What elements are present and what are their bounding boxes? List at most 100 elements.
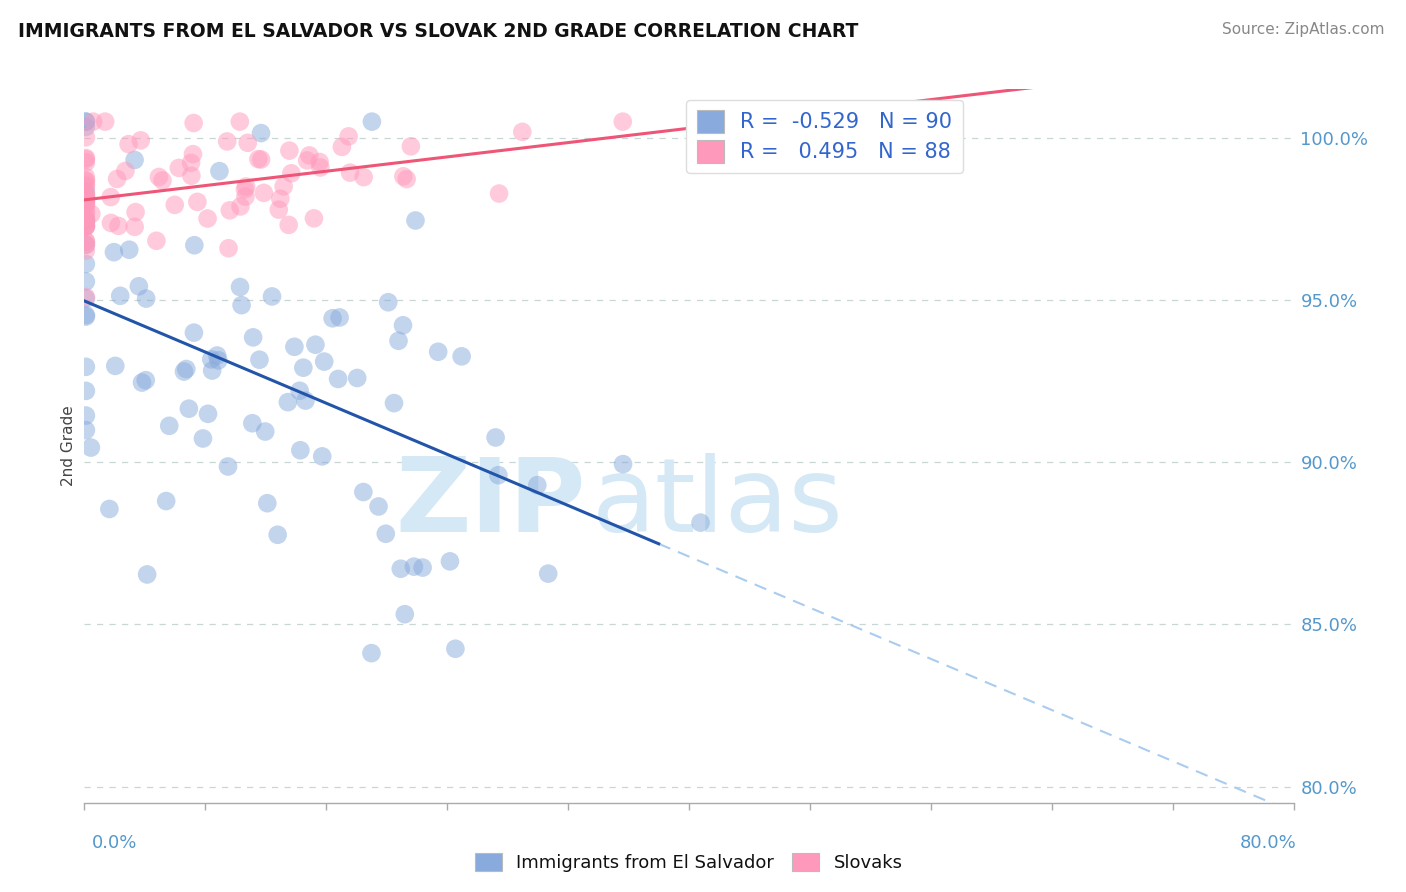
Point bbox=[75, 192, 97, 206]
Point bbox=[75, 235, 97, 249]
Point bbox=[75, 275, 97, 289]
Point bbox=[298, 148, 321, 162]
Point bbox=[267, 202, 290, 217]
Point bbox=[377, 295, 399, 310]
Point bbox=[75, 153, 97, 167]
Point bbox=[197, 407, 219, 421]
Point bbox=[75, 169, 97, 184]
Point bbox=[322, 311, 344, 326]
Point bbox=[75, 130, 97, 145]
Point bbox=[75, 204, 97, 219]
Point bbox=[235, 179, 257, 194]
Point bbox=[135, 373, 157, 387]
Point bbox=[412, 560, 434, 574]
Point bbox=[75, 197, 97, 211]
Point bbox=[229, 199, 252, 213]
Point bbox=[392, 169, 415, 184]
Point bbox=[75, 359, 97, 374]
Point bbox=[208, 164, 231, 178]
Point bbox=[254, 425, 277, 439]
Point bbox=[394, 607, 416, 622]
Point bbox=[444, 641, 467, 656]
Point bbox=[75, 218, 97, 232]
Text: IMMIGRANTS FROM EL SALVADOR VS SLOVAK 2ND GRADE CORRELATION CHART: IMMIGRANTS FROM EL SALVADOR VS SLOVAK 2N… bbox=[18, 22, 859, 41]
Point bbox=[75, 219, 97, 234]
Y-axis label: 2nd Grade: 2nd Grade bbox=[60, 406, 76, 486]
Point bbox=[180, 169, 202, 183]
Point bbox=[200, 352, 222, 367]
Point bbox=[75, 310, 97, 324]
Point bbox=[75, 409, 97, 423]
Point bbox=[183, 116, 205, 130]
Point bbox=[374, 526, 396, 541]
Point bbox=[75, 114, 97, 128]
Point bbox=[75, 423, 97, 437]
Point bbox=[75, 219, 97, 233]
Point bbox=[288, 384, 311, 398]
Point bbox=[277, 218, 299, 232]
Point bbox=[186, 194, 208, 209]
Point bbox=[266, 528, 288, 542]
Point bbox=[337, 129, 360, 144]
Point bbox=[174, 362, 197, 376]
Point bbox=[75, 237, 97, 252]
Point bbox=[124, 219, 146, 234]
Point bbox=[427, 344, 450, 359]
Point bbox=[229, 280, 252, 294]
Point bbox=[103, 245, 125, 260]
Point bbox=[250, 153, 273, 167]
Point bbox=[612, 114, 634, 128]
Point bbox=[352, 485, 374, 500]
Point bbox=[290, 443, 312, 458]
Point bbox=[367, 500, 389, 514]
Point bbox=[537, 566, 560, 581]
Point bbox=[128, 279, 150, 293]
Point bbox=[75, 213, 97, 227]
Point bbox=[75, 292, 97, 306]
Point bbox=[173, 365, 195, 379]
Point bbox=[75, 199, 97, 213]
Point bbox=[304, 337, 326, 351]
Text: 0.0%: 0.0% bbox=[91, 834, 136, 852]
Point bbox=[240, 416, 263, 430]
Point bbox=[75, 151, 97, 165]
Point bbox=[242, 330, 264, 344]
Point bbox=[75, 207, 97, 221]
Point bbox=[689, 516, 711, 530]
Point bbox=[82, 114, 104, 128]
Point bbox=[180, 156, 202, 170]
Point bbox=[183, 238, 205, 252]
Point bbox=[247, 152, 270, 166]
Point bbox=[207, 353, 229, 368]
Point bbox=[181, 147, 204, 161]
Point bbox=[98, 502, 121, 516]
Point bbox=[75, 120, 97, 134]
Point bbox=[273, 179, 295, 194]
Point bbox=[75, 244, 97, 258]
Point bbox=[217, 135, 239, 149]
Point bbox=[155, 494, 177, 508]
Point bbox=[152, 173, 174, 187]
Point bbox=[231, 298, 253, 312]
Point bbox=[330, 140, 353, 154]
Point bbox=[117, 137, 139, 152]
Point bbox=[124, 153, 146, 167]
Point bbox=[283, 340, 305, 354]
Point bbox=[75, 384, 97, 398]
Point bbox=[75, 188, 97, 202]
Point bbox=[389, 562, 412, 576]
Point bbox=[75, 178, 97, 192]
Point bbox=[167, 161, 190, 175]
Point bbox=[110, 289, 132, 303]
Point bbox=[309, 161, 332, 175]
Point bbox=[233, 182, 256, 196]
Point bbox=[75, 174, 97, 188]
Point bbox=[75, 194, 97, 208]
Point bbox=[510, 125, 533, 139]
Point bbox=[339, 166, 361, 180]
Point bbox=[136, 567, 159, 582]
Point bbox=[183, 326, 205, 340]
Point bbox=[148, 169, 170, 184]
Text: 80.0%: 80.0% bbox=[1240, 834, 1296, 852]
Point bbox=[256, 496, 278, 510]
